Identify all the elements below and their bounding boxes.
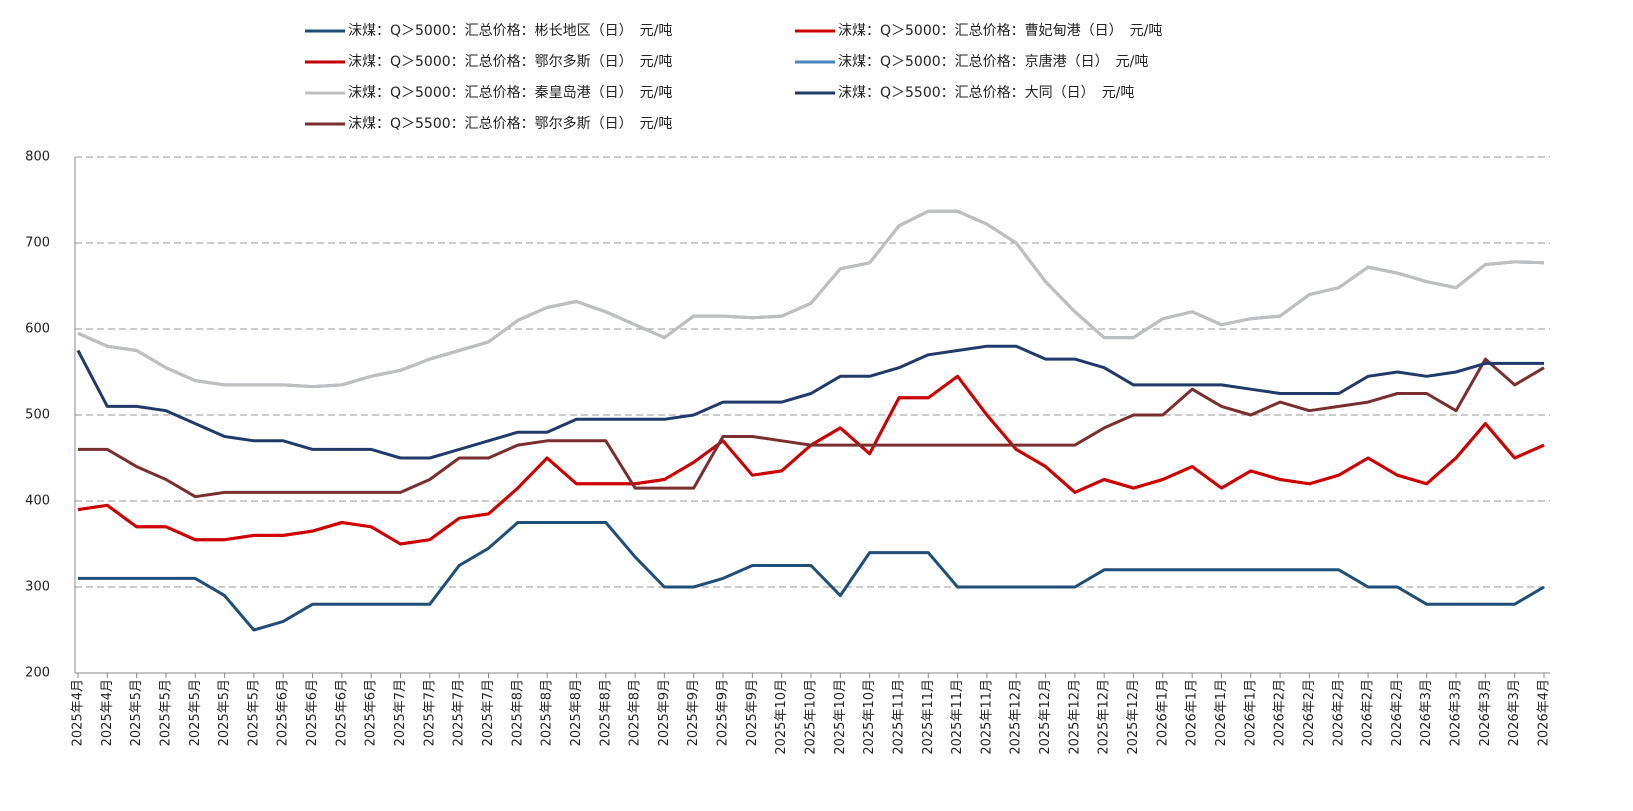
x-tick-label: 2025年10月 xyxy=(862,679,877,755)
x-tick-label: 2026年2月 xyxy=(1302,679,1317,746)
series-line xyxy=(78,357,1545,499)
x-tick-label: 2025年11月 xyxy=(950,679,965,755)
x-tick-label: 2026年1月 xyxy=(1214,679,1229,746)
y-tick-label: 200 xyxy=(25,666,50,681)
x-tick-label: 2025年9月 xyxy=(657,679,672,746)
legend-label: 沫煤：Q＞5000：汇总价格：曹妃甸港（日） 元/吨 xyxy=(838,23,1162,39)
x-tick-label: 2025年12月 xyxy=(1126,679,1141,755)
x-tick-label: 2025年7月 xyxy=(481,679,496,746)
x-tick-label: 2025年5月 xyxy=(188,679,203,746)
x-tick-label: 2025年9月 xyxy=(686,679,701,746)
x-tick-label: 2025年5月 xyxy=(217,679,232,746)
x-tick-label: 2026年1月 xyxy=(1243,679,1258,746)
x-tick-label: 2025年11月 xyxy=(921,679,936,755)
x-tick-label: 2025年10月 xyxy=(804,679,819,755)
x-tick-label: 2026年1月 xyxy=(1185,679,1200,746)
x-tick-label: 2025年6月 xyxy=(276,679,291,746)
x-tick-label: 2026年3月 xyxy=(1449,679,1464,746)
x-tick-label: 2026年2月 xyxy=(1390,679,1405,746)
x-tick-label: 2025年9月 xyxy=(745,679,760,746)
x-tick-label: 2025年8月 xyxy=(598,679,613,746)
series-line xyxy=(77,374,1545,546)
x-tick-label: 2026年4月 xyxy=(1537,679,1552,746)
y-tick-label: 300 xyxy=(25,580,50,595)
x-tick-label: 2025年5月 xyxy=(129,679,144,746)
x-tick-label: 2025年8月 xyxy=(540,679,555,746)
x-tick-label: 2025年5月 xyxy=(246,679,261,746)
legend-label: 沫煤：Q＞5000：汇总价格：鄂尔多斯（日） 元/吨 xyxy=(348,53,672,70)
x-tick-label: 2025年4月 xyxy=(100,679,115,746)
x-tick-label: 2025年9月 xyxy=(716,679,731,746)
x-tick-label: 2025年11月 xyxy=(891,679,906,755)
x-tick-label: 2025年8月 xyxy=(628,679,643,746)
series-line xyxy=(78,521,1545,632)
legend-label: 沫煤：Q＞5000：汇总价格：彬长地区（日） 元/吨 xyxy=(348,23,672,39)
x-tick-label: 2025年10月 xyxy=(774,679,789,755)
x-tick-label: 2025年12月 xyxy=(1067,679,1082,755)
x-tick-label: 2025年8月 xyxy=(510,679,525,746)
y-tick-label: 600 xyxy=(25,322,50,337)
x-tick-label: 2025年12月 xyxy=(1097,679,1112,755)
x-tick-label: 2025年6月 xyxy=(305,679,320,746)
x-tick-label: 2026年2月 xyxy=(1361,679,1376,746)
series-line xyxy=(77,374,1545,546)
y-tick-label: 400 xyxy=(25,494,50,509)
x-tick-label: 2025年5月 xyxy=(158,679,173,746)
x-tick-label: 2026年2月 xyxy=(1273,679,1288,746)
legend-label: 沫煤：Q＞5500：汇总价格：大同（日） 元/吨 xyxy=(838,85,1134,101)
y-tick-label: 500 xyxy=(25,408,50,423)
x-tick-label: 2025年6月 xyxy=(364,679,379,746)
series-line xyxy=(77,209,1545,389)
x-tick-label: 2025年11月 xyxy=(979,679,994,755)
legend-label: 沫煤：Q＞5000：汇总价格：京唐港（日） 元/吨 xyxy=(838,53,1148,70)
legend-label: 沫煤：Q＞5500：汇总价格：鄂尔多斯（日） 元/吨 xyxy=(348,115,672,132)
series-line xyxy=(77,209,1545,389)
x-tick-label: 2025年7月 xyxy=(422,679,437,746)
x-tick-label: 2026年3月 xyxy=(1478,679,1493,746)
x-tick-label: 2025年4月 xyxy=(71,679,86,746)
x-tick-label: 2026年3月 xyxy=(1419,679,1434,746)
x-tick-label: 2025年7月 xyxy=(452,679,467,746)
x-tick-label: 2025年10月 xyxy=(833,679,848,755)
x-tick-label: 2026年1月 xyxy=(1155,679,1170,746)
x-tick-label: 2025年8月 xyxy=(569,679,584,746)
y-tick-label: 800 xyxy=(25,150,50,165)
series-line xyxy=(76,344,1544,460)
x-tick-label: 2025年12月 xyxy=(1038,679,1053,755)
x-tick-label: 2025年12月 xyxy=(1009,679,1024,755)
x-tick-label: 2025年7月 xyxy=(393,679,408,746)
x-tick-label: 2026年3月 xyxy=(1507,679,1522,746)
x-tick-label: 2026年2月 xyxy=(1331,679,1346,746)
y-tick-label: 700 xyxy=(25,236,50,251)
legend-label: 沫煤：Q＞5000：汇总价格：秦皇岛港（日） 元/吨 xyxy=(348,85,672,101)
x-tick-label: 2025年6月 xyxy=(334,679,349,746)
